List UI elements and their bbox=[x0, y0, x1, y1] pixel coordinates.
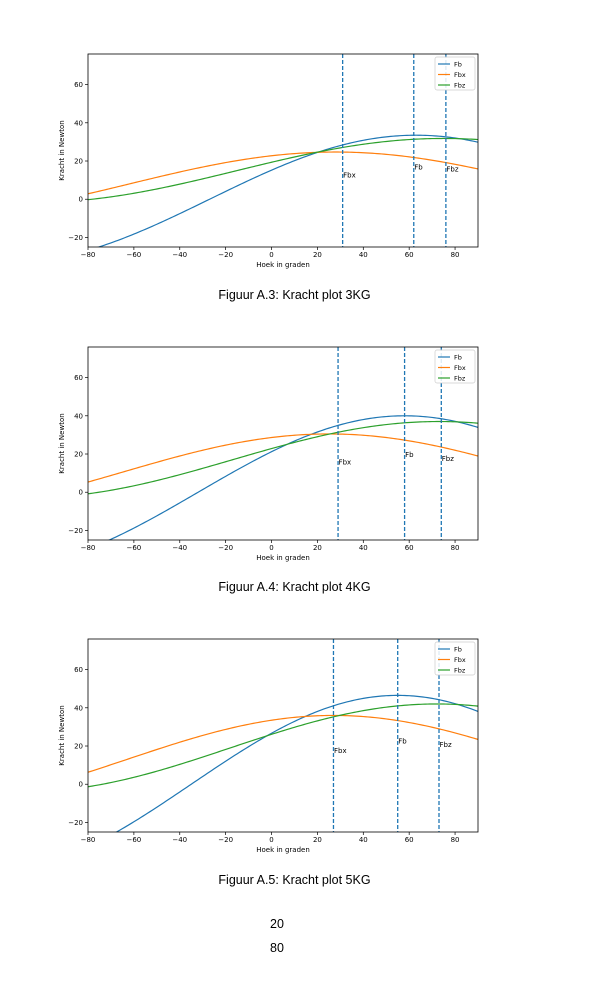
x-tick-label: 20 bbox=[313, 251, 322, 259]
kracht-chart-4kg: Fbx Fb Fbz −80 −60 −40 −20 0 20 40 60 80 −20 0 20 40 60 H… bbox=[58, 346, 479, 562]
plot-frame bbox=[87, 638, 479, 833]
legend-label-fbz: Fbz bbox=[454, 82, 466, 90]
legend-label-fbz: Fbz bbox=[454, 667, 466, 675]
x-tick-label: −40 bbox=[172, 544, 187, 552]
y-tick-label: 40 bbox=[74, 119, 83, 127]
plot-area bbox=[88, 694, 478, 832]
x-tick-label: −60 bbox=[126, 251, 141, 259]
y-tick-label: 20 bbox=[74, 158, 83, 166]
x-tick-label: 60 bbox=[405, 836, 414, 844]
vline-label-fbz: Fbz bbox=[442, 455, 454, 463]
legend-label-fb: Fb bbox=[454, 646, 462, 654]
x-tick-label: −40 bbox=[172, 251, 187, 259]
page-number-secondary: 80 bbox=[270, 941, 284, 955]
y-axis-label: Kracht in Newton bbox=[58, 120, 66, 180]
y-tick-label: 0 bbox=[79, 489, 83, 497]
legend-label-fbx: Fbx bbox=[454, 656, 466, 664]
y-tick-label: 20 bbox=[74, 451, 83, 459]
x-tick-label: −80 bbox=[81, 836, 96, 844]
y-axis-label: Kracht in Newton bbox=[58, 413, 66, 473]
x-tick-label: 80 bbox=[451, 251, 460, 259]
kracht-chart-5kg: Fbx Fb Fbz −80 −60 −40 −20 0 20 40 60 80 −20 0 20 40 60 H… bbox=[58, 638, 479, 854]
y-tick-label: 0 bbox=[79, 196, 83, 204]
caption-3kg: Figuur A.3: Kracht plot 3KG bbox=[218, 288, 371, 302]
legend-box bbox=[434, 641, 476, 676]
x-axis-label: Hoek in graden bbox=[256, 261, 310, 269]
caption-4kg: Figuur A.4: Kracht plot 4KG bbox=[218, 580, 371, 594]
x-tick-label: −20 bbox=[218, 836, 233, 844]
series-line-fbx bbox=[88, 714, 478, 773]
kracht-chart-3kg: Fbx Fb Fbz −80 −60 −40 −20 0 20 40 60 80 −20 0 20 40 60 H… bbox=[58, 53, 479, 269]
figure-3kg: Fbx Fb Fbz −80 −60 −40 −20 0 20 40 60 80 −20 0 20 40 60 H… bbox=[0, 0, 589, 300]
x-tick-label: −20 bbox=[218, 251, 233, 259]
x-tick-label: −80 bbox=[81, 251, 96, 259]
y-tick-label: 60 bbox=[74, 81, 83, 89]
vline-label-fbz: Fbz bbox=[440, 741, 452, 749]
x-tick-label: −60 bbox=[126, 836, 141, 844]
x-tick-label: −80 bbox=[81, 544, 96, 552]
series-line-fbz bbox=[88, 703, 478, 788]
y-tick-label: 0 bbox=[79, 781, 83, 789]
figure-4kg: Fbx Fb Fbz −80 −60 −40 −20 0 20 40 60 80 −20 0 20 40 60 H… bbox=[0, 293, 589, 593]
caption-5kg: Figuur A.5: Kracht plot 5KG bbox=[218, 873, 371, 887]
x-tick-label: 80 bbox=[451, 544, 460, 552]
series-line-fb bbox=[96, 134, 478, 247]
plot-frame bbox=[87, 53, 479, 248]
page-number: 20 bbox=[270, 917, 284, 931]
x-tick-label: 0 bbox=[269, 836, 273, 844]
legend-label-fbx: Fbx bbox=[454, 364, 466, 372]
plot-area bbox=[88, 415, 478, 540]
x-tick-label: 60 bbox=[405, 544, 414, 552]
x-tick-label: −60 bbox=[126, 544, 141, 552]
y-axis-label: Kracht in Newton bbox=[58, 705, 66, 765]
x-tick-label: 40 bbox=[359, 836, 368, 844]
series-line-fbz bbox=[88, 137, 478, 201]
vline-label-fb: Fb bbox=[405, 451, 414, 459]
legend-label-fbz: Fbz bbox=[454, 375, 466, 383]
series-line-fbx bbox=[88, 433, 478, 483]
x-tick-label: −40 bbox=[172, 836, 187, 844]
x-axis-label: Hoek in graden bbox=[256, 846, 310, 854]
vline-label-fb: Fb bbox=[414, 164, 423, 172]
y-tick-label: 20 bbox=[74, 743, 83, 751]
vline-label-fbx: Fbx bbox=[334, 747, 347, 755]
x-tick-label: 20 bbox=[313, 544, 322, 552]
x-tick-label: 0 bbox=[269, 251, 273, 259]
x-tick-label: 20 bbox=[313, 836, 322, 844]
vline-label-fbx: Fbx bbox=[339, 459, 352, 467]
x-tick-label: 40 bbox=[359, 251, 368, 259]
figure-5kg: Fbx Fb Fbz −80 −60 −40 −20 0 20 40 60 80 −20 0 20 40 60 H… bbox=[0, 585, 589, 885]
x-tick-label: 80 bbox=[451, 836, 460, 844]
legend-box bbox=[434, 56, 476, 91]
x-tick-label: 60 bbox=[405, 251, 414, 259]
vline-label-fbz: Fbz bbox=[446, 166, 458, 174]
plot-area bbox=[88, 134, 478, 247]
legend-label-fb: Fb bbox=[454, 354, 462, 362]
legend-label-fb: Fb bbox=[454, 61, 462, 69]
legend-box bbox=[434, 349, 476, 384]
series-line-fb bbox=[115, 694, 478, 832]
x-tick-label: 0 bbox=[269, 544, 273, 552]
series-line-fbx bbox=[88, 151, 478, 195]
y-tick-label: 60 bbox=[74, 374, 83, 382]
series-line-fb bbox=[107, 415, 478, 540]
y-tick-label: −20 bbox=[68, 527, 83, 535]
y-tick-label: −20 bbox=[68, 234, 83, 242]
y-tick-label: 40 bbox=[74, 704, 83, 712]
series-line-fbz bbox=[88, 420, 478, 495]
x-tick-label: 40 bbox=[359, 544, 368, 552]
y-tick-label: 40 bbox=[74, 412, 83, 420]
y-tick-label: 60 bbox=[74, 666, 83, 674]
legend-label-fbx: Fbx bbox=[454, 71, 466, 79]
vline-label-fbx: Fbx bbox=[343, 171, 356, 179]
plot-frame bbox=[87, 346, 479, 541]
y-tick-label: −20 bbox=[68, 819, 83, 827]
x-tick-label: −20 bbox=[218, 544, 233, 552]
vline-label-fb: Fb bbox=[398, 737, 407, 745]
x-axis-label: Hoek in graden bbox=[256, 554, 310, 562]
